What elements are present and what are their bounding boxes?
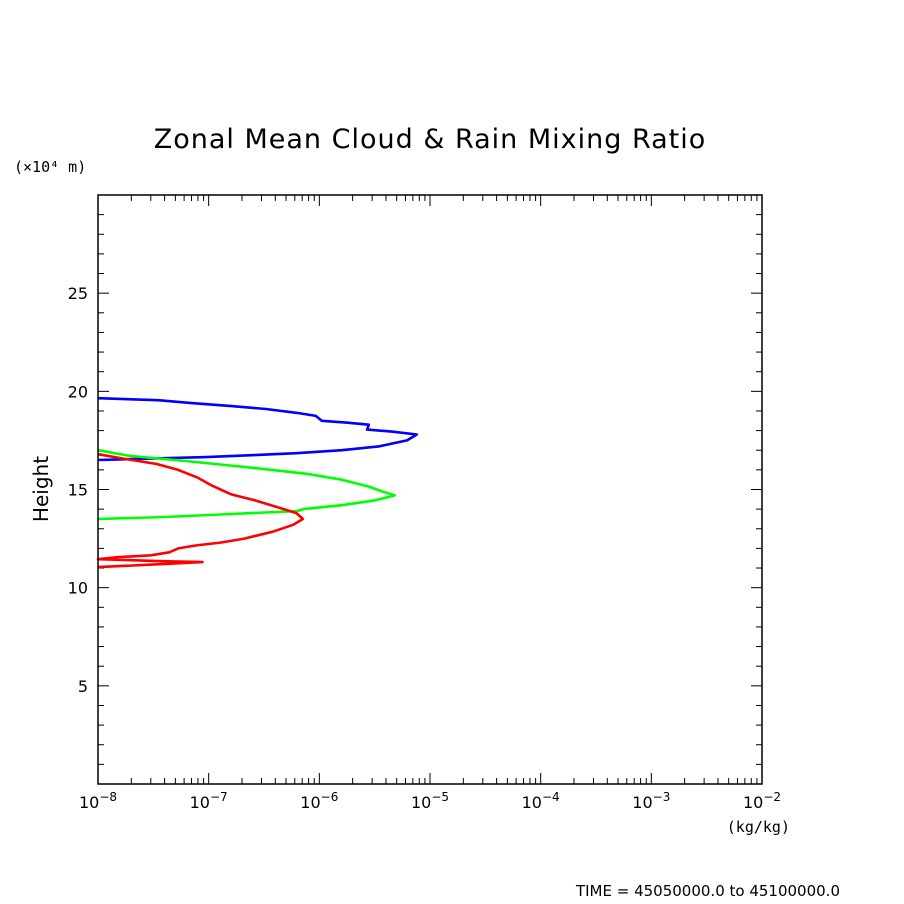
x-tick-label-exponent: −4: [542, 790, 560, 804]
y-tick-label: 5: [78, 677, 88, 696]
axis-ticks: [97, 194, 762, 785]
x-tick-label-exponent: −5: [431, 790, 449, 804]
x-tick-label-base: 10: [522, 793, 542, 812]
y-tick-label: 25: [68, 284, 88, 303]
x-tick-label-base: 10: [743, 793, 763, 812]
series-line-1: [97, 396, 419, 462]
x-tick-label: 10−2: [743, 790, 781, 812]
y-tick-label: 10: [68, 579, 88, 598]
x-tick-label-base: 10: [79, 793, 99, 812]
x-tick-label: 10−3: [632, 790, 670, 812]
plot-series: [96, 396, 419, 569]
y-axis-label: Height: [29, 456, 53, 522]
x-tick-label-exponent: −8: [99, 790, 117, 804]
chart-title: Zonal Mean Cloud & Rain Mixing Ratio: [154, 124, 707, 155]
y-axis-unit: (×10⁴ m): [14, 158, 86, 176]
x-tick-label-exponent: −2: [763, 790, 781, 804]
y-tick-label: 20: [68, 382, 88, 401]
time-range-footer: TIME = 45050000.0 to 45100000.0: [575, 882, 840, 900]
x-axis-unit: (kg/kg): [727, 818, 790, 836]
x-tick-label-base: 10: [300, 793, 320, 812]
x-tick-label-exponent: −6: [321, 790, 339, 804]
x-tick-label: 10−6: [300, 790, 338, 812]
x-tick-label-exponent: −3: [653, 790, 671, 804]
x-tick-label: 10−5: [411, 790, 449, 812]
x-tick-label-base: 10: [190, 793, 210, 812]
plot-frame: [97, 194, 763, 785]
series-line-2: [97, 448, 397, 521]
x-tick-label-exponent: −7: [210, 790, 228, 804]
x-tick-label-base: 10: [411, 793, 431, 812]
x-tick-label: 10−4: [522, 790, 560, 812]
y-tick-label: 15: [68, 481, 88, 500]
x-tick-label-base: 10: [632, 793, 652, 812]
x-tick-label: 10−8: [79, 790, 117, 812]
x-tick-label: 10−7: [190, 790, 228, 812]
